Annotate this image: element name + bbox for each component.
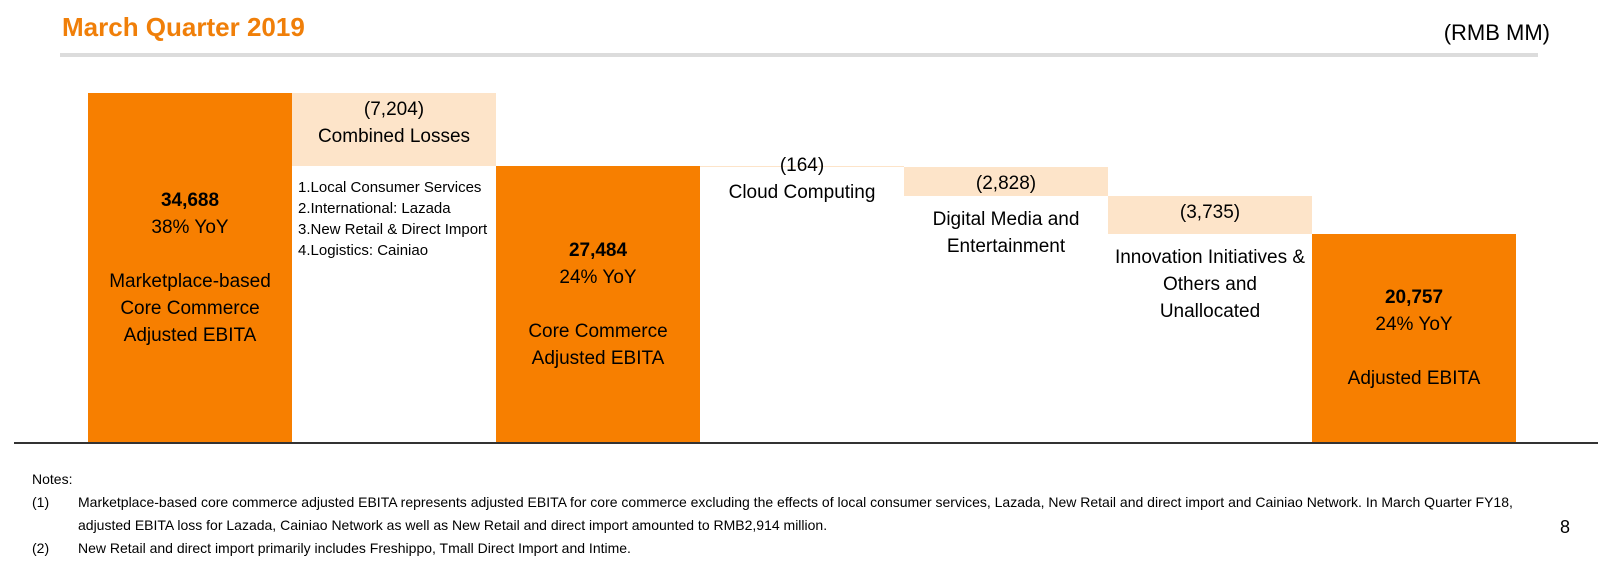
note-marker: (1) <box>32 494 50 510</box>
unit-label: (RMB MM) <box>1443 20 1550 45</box>
category-label: Combined Losses <box>317 126 471 148</box>
bar-label: 27,484 24% YoY Core Commerce Adjusted EBIT… <box>496 166 700 443</box>
category-label: Core Commerce Adjusted EBITA <box>528 320 668 369</box>
note-text: New Retail and direct import primarily i… <box>78 540 631 556</box>
yoy-label: 24% YoY <box>1375 314 1453 336</box>
annotation-item: 3.New Retail & Direct Import <box>298 221 488 238</box>
title-rule <box>60 53 1538 57</box>
category-label: Cloud Computing <box>728 181 876 203</box>
yoy-label: 38% YoY <box>151 217 229 239</box>
value-label: 27,484 <box>568 239 628 261</box>
bar <box>88 93 292 443</box>
title: March Quarter 2019 <box>62 12 305 42</box>
chart: 34,688 38% YoY Marketplace-based Core Comm… <box>88 93 1516 443</box>
bar <box>496 165 700 443</box>
bar <box>700 165 904 168</box>
bar-label: 20,757 24% YoY Adjusted EBITA <box>1312 234 1516 443</box>
value-label: 34,688 <box>160 190 220 212</box>
category-label: Adjusted EBITA <box>1347 368 1481 390</box>
value-label: (7,204) <box>363 99 425 121</box>
bar-label: 34,688 38% YoY Marketplace-based Core Comm… <box>88 93 292 443</box>
value-label: (2,828) <box>975 173 1037 195</box>
bar <box>1312 233 1516 443</box>
yoy-label: 24% YoY <box>559 266 637 288</box>
bar-label: (7,204) Combined Losses <box>292 96 496 150</box>
note-marker: (2) <box>32 540 50 556</box>
baseline <box>14 442 1598 444</box>
annotation-item: 4.Logistics: Cainiao <box>298 242 429 259</box>
category-label: Marketplace-based Core Commerce Adjusted… <box>109 271 271 347</box>
category-label: Innovation Initiatives & Others and Unal… <box>1114 246 1306 322</box>
notes: Notes: (1) Marketplace-based core commerc… <box>32 468 1532 560</box>
page-number: 8 <box>1559 517 1570 537</box>
value-label: 20,757 <box>1384 287 1444 309</box>
note: (2) New Retail and direct import primaril… <box>32 537 1532 560</box>
value-label: (164) <box>779 154 825 176</box>
annotation-item: 1.Local Consumer Services <box>298 179 482 196</box>
note-text: Marketplace-based core commerce adjusted… <box>78 494 1513 533</box>
annotation-item: 2.International: Lazada <box>298 200 451 217</box>
annotation-list: 1.Local Consumer Services 2.International… <box>298 177 493 261</box>
bar-label: (3,735) Innovation Initiatives & Others a… <box>1108 199 1312 325</box>
category-label: Digital Media and Entertainment <box>932 208 1080 257</box>
notes-title: Notes: <box>32 471 73 487</box>
bar <box>292 93 496 166</box>
bar-label: (2,828) Digital Media and Entertainment <box>904 170 1108 260</box>
bar <box>904 167 1108 196</box>
note: (1) Marketplace-based core commerce adjus… <box>32 491 1532 537</box>
bar-label: (164) Cloud Computing <box>700 152 904 206</box>
value-label: (3,735) <box>1179 201 1241 223</box>
bar <box>1108 195 1312 234</box>
